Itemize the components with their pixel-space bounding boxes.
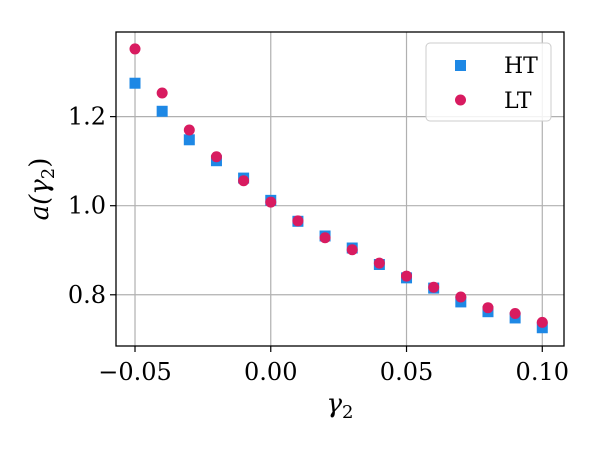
x-tick-label: 0.10 — [516, 358, 569, 386]
x-tick-label: 0.00 — [244, 358, 297, 386]
data-point-lt — [238, 175, 250, 187]
x-tick-label: 0.05 — [380, 358, 433, 386]
axis-ticks: −0.05 0.00 0.05 0.10 0.8 1.0 1.2 — [68, 103, 569, 386]
x-tick-label: −0.05 — [98, 358, 172, 386]
data-point-ht — [129, 77, 141, 89]
data-point-lt — [265, 196, 277, 208]
data-point-ht — [183, 134, 195, 146]
data-point-lt — [183, 124, 195, 136]
y-axis-label: a(γ2) — [25, 158, 59, 221]
data-point-lt — [401, 270, 413, 282]
legend-label-ht: HT — [504, 54, 538, 79]
data-point-lt — [319, 232, 331, 244]
plot-frame — [115, 31, 565, 347]
data-point-lt — [536, 316, 548, 328]
data-point-lt — [346, 244, 358, 256]
data-point-lt — [210, 151, 222, 163]
legend: HT LT — [425, 42, 552, 122]
data-point-ht — [156, 105, 168, 117]
data-point-lt — [292, 215, 304, 227]
series-lt — [129, 43, 548, 328]
legend-label-lt: LT — [504, 89, 532, 114]
legend-marker-ht — [455, 60, 466, 71]
data-point-lt — [428, 281, 440, 293]
data-point-lt — [509, 307, 521, 319]
data-point-lt — [129, 43, 141, 55]
data-marks — [129, 43, 548, 334]
x-axis-label: γ2 — [327, 389, 354, 423]
data-point-lt — [373, 257, 385, 269]
y-tick-label: 0.8 — [68, 281, 106, 309]
y-tick-label: 1.0 — [68, 192, 106, 220]
data-point-lt — [482, 302, 494, 314]
legend-marker-lt — [455, 94, 466, 106]
y-tick-label: 1.2 — [68, 103, 106, 131]
data-point-lt — [455, 291, 467, 303]
data-point-lt — [156, 87, 168, 99]
